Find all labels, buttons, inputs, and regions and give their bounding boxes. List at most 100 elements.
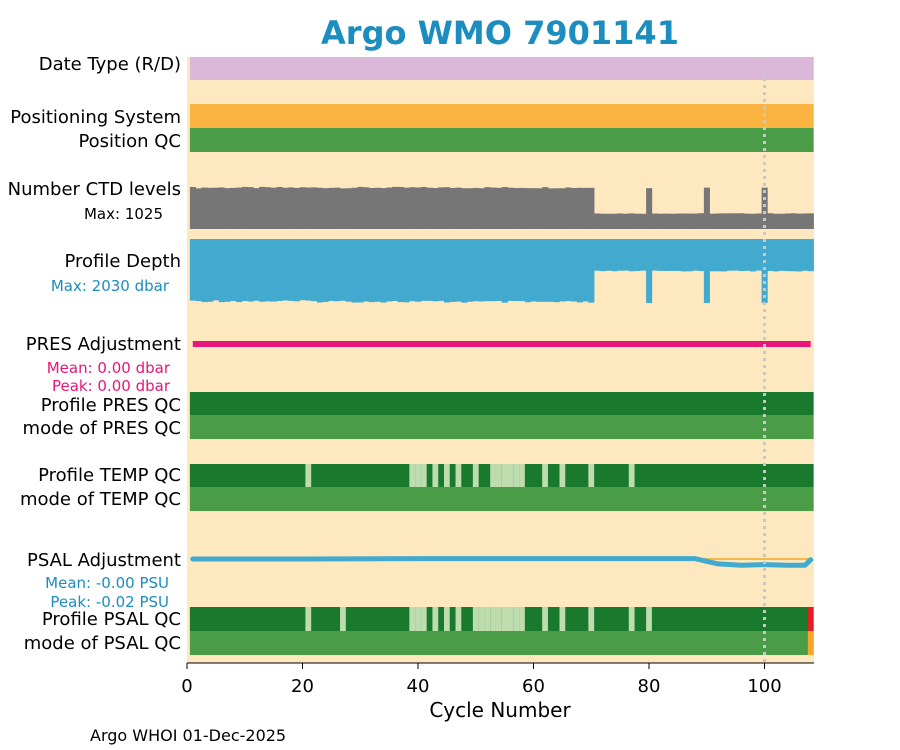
ctd-level-bar	[519, 187, 526, 229]
profile-depth-bar	[507, 239, 514, 301]
profile-depth-bar	[409, 239, 416, 302]
label-psal-mean: Mean: -0.00 PSU	[45, 574, 169, 592]
ctd-level-bar	[807, 213, 814, 229]
profile-depth-bar	[594, 239, 601, 271]
profile-depth-bar	[432, 239, 439, 302]
label-profile-temp-qc: Profile TEMP QC	[38, 465, 181, 486]
profile-depth-bar	[623, 239, 630, 271]
ctd-level-bar	[363, 187, 370, 229]
profile-depth-bar	[744, 239, 751, 271]
profile-pres-qc-bar	[189, 392, 814, 415]
ctd-level-bar	[264, 187, 272, 229]
profile-depth-bar	[230, 239, 237, 301]
ctd-level-bar	[657, 213, 664, 229]
ctd-level-bar	[773, 213, 780, 229]
ctd-level-bar	[513, 188, 520, 229]
profile-depth-bar	[443, 239, 451, 303]
ctd-level-bar	[328, 187, 335, 229]
psal-qc-light-cell	[490, 607, 496, 631]
temp-qc-light-cell	[519, 464, 525, 487]
profile-depth-bar	[236, 239, 243, 303]
ctd-level-bar	[467, 188, 474, 229]
profile-depth-bar	[565, 239, 572, 302]
ctd-level-bar	[230, 187, 237, 229]
ctd-level-bar	[507, 187, 514, 229]
ctd-level-bar	[351, 187, 358, 229]
label-psal-adjustment: PSAL Adjustment	[27, 550, 181, 571]
ctd-level-bar	[299, 187, 306, 229]
profile-depth-bar	[750, 239, 757, 272]
ctd-level-bar	[438, 187, 445, 229]
ctd-level-bar	[236, 187, 243, 229]
ctd-level-bar	[744, 213, 751, 229]
label-pres-peak: Peak: 0.00 dbar	[52, 377, 171, 395]
profile-depth-bar	[253, 239, 260, 301]
profile-depth-bar	[207, 239, 214, 302]
profile-depth-bar	[403, 239, 410, 303]
temp-qc-light-cell	[513, 464, 520, 487]
ctd-level-bar	[796, 213, 803, 229]
ctd-level-bar	[536, 188, 543, 229]
ctd-level-bar	[374, 187, 381, 229]
psal-qc-light-cell	[409, 607, 416, 631]
ctd-level-bar	[571, 188, 578, 229]
temp-qc-light-cell	[501, 464, 508, 487]
profile-depth-bar	[796, 239, 803, 272]
ctd-level-bar	[293, 187, 300, 229]
profile-depth-bar	[247, 239, 254, 302]
profile-depth-bar	[784, 239, 791, 272]
profile-depth-bar	[397, 239, 404, 303]
psal-qc-light-cell	[484, 607, 491, 631]
profile-depth-bar	[270, 239, 277, 302]
ctd-level-bar	[259, 186, 266, 229]
profile-depth-bar	[802, 239, 809, 271]
profile-depth-bar	[311, 239, 318, 302]
ctd-level-bar	[305, 187, 312, 229]
profile-depth-bar	[547, 239, 555, 302]
ctd-level-bar	[750, 213, 757, 229]
ctd-level-bar	[449, 187, 456, 229]
temp-qc-light-cell	[628, 464, 635, 487]
x-axis-label: Cycle Number	[429, 698, 571, 722]
profile-depth-bar	[519, 239, 526, 302]
ctd-level-bar	[443, 187, 451, 229]
ctd-level-bar	[559, 188, 566, 229]
psal-qc-light-cell	[513, 607, 520, 631]
profile-depth-bar	[189, 239, 196, 301]
profile-depth-bar	[363, 239, 370, 302]
temp-qc-light-cell	[588, 464, 595, 487]
x-tick-label: 40	[407, 676, 430, 697]
profile-depth-bar	[599, 239, 606, 272]
profile-depth-bar	[340, 239, 347, 301]
profile-depth-bar	[438, 239, 445, 301]
ctd-level-bar	[542, 187, 549, 229]
profile-depth-bar	[773, 239, 780, 272]
ctd-level-bar	[634, 213, 641, 229]
ctd-level-bar	[721, 213, 728, 229]
profile-depth-bar	[576, 239, 583, 303]
ctd-level-bar	[201, 187, 208, 229]
ctd-level-bar	[594, 213, 601, 229]
profile-depth-bar	[345, 239, 352, 302]
psal-qc-light-cell	[420, 607, 427, 631]
profile-depth-bar	[368, 239, 375, 303]
ctd-level-bar	[386, 187, 393, 229]
profile-depth-bar	[288, 239, 295, 301]
ctd-level-bar	[472, 187, 479, 229]
profile-depth-bar	[218, 239, 225, 303]
ctd-level-bar	[767, 213, 774, 229]
x-tick-label: 0	[181, 676, 192, 697]
ctd-level-bar	[576, 187, 583, 229]
profile-depth-bar	[490, 239, 497, 302]
profile-depth-bar	[778, 239, 786, 271]
ctd-level-bar	[207, 187, 214, 229]
temp-qc-light-cell	[443, 464, 450, 487]
profile-depth-bar	[513, 239, 520, 302]
label-date-type: Date Type (R/D)	[39, 54, 181, 75]
ctd-level-bar	[490, 187, 497, 229]
profile-depth-bar	[651, 239, 658, 271]
ctd-level-bar	[195, 188, 202, 229]
ctd-level-bar	[738, 213, 745, 229]
profile-depth-bar	[461, 239, 468, 303]
